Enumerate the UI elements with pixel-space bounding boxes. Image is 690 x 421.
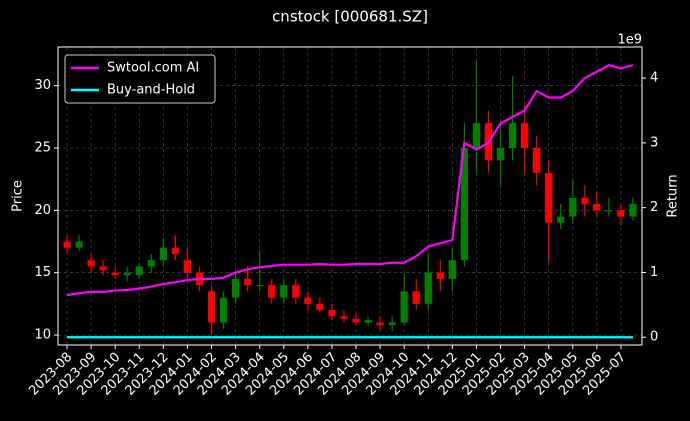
legend-label: Swtool.com AI bbox=[107, 61, 199, 76]
y-tick-label: 30 bbox=[34, 78, 51, 93]
candle-body bbox=[75, 241, 83, 248]
y2-tick-label: 1 bbox=[650, 265, 658, 280]
candle-body bbox=[87, 260, 95, 267]
candle-body bbox=[183, 260, 192, 273]
y-axis-label: Price bbox=[11, 180, 26, 212]
y-tick-label: 25 bbox=[34, 140, 51, 155]
candle-body bbox=[376, 322, 384, 326]
y2-axis-label: Return bbox=[666, 174, 681, 217]
candle-body bbox=[557, 216, 565, 223]
y2-offset-label: 1e9 bbox=[617, 33, 642, 48]
candle-body bbox=[472, 123, 481, 148]
y-tick-label: 10 bbox=[34, 328, 51, 343]
candle-body bbox=[412, 291, 420, 304]
plot-frame bbox=[57, 46, 643, 346]
candle-body bbox=[545, 172, 553, 223]
candle-body bbox=[63, 241, 71, 248]
y2-tick-label: 0 bbox=[650, 330, 658, 345]
y2-tick-label: 2 bbox=[650, 200, 658, 215]
candle-body bbox=[123, 272, 131, 276]
candle-body bbox=[569, 197, 577, 217]
candle-body bbox=[340, 316, 348, 319]
y2-tick-label: 4 bbox=[650, 71, 658, 86]
candle-body bbox=[617, 210, 625, 217]
candle-body bbox=[629, 204, 637, 217]
candle-body bbox=[292, 285, 300, 298]
candle-body bbox=[388, 322, 396, 326]
return-line bbox=[66, 63, 634, 297]
candle-body bbox=[520, 123, 529, 148]
candle-body bbox=[171, 247, 180, 254]
candle-body bbox=[605, 210, 613, 212]
candle-body bbox=[508, 123, 517, 148]
candle-body bbox=[364, 320, 372, 323]
chart-title: cnstock [000681.SZ] bbox=[272, 8, 428, 26]
candle-body bbox=[400, 291, 408, 323]
y-tick-label: 15 bbox=[34, 265, 51, 280]
candle-body bbox=[352, 318, 360, 323]
candle-body bbox=[496, 147, 505, 161]
candle-body bbox=[593, 204, 601, 211]
candle-body bbox=[231, 278, 240, 298]
candle-body bbox=[460, 147, 469, 261]
candle-body bbox=[111, 272, 119, 276]
candle-body bbox=[99, 266, 107, 271]
legend-box bbox=[64, 54, 216, 104]
candle-body bbox=[316, 303, 324, 311]
candle-body bbox=[256, 285, 264, 287]
candle-body bbox=[304, 297, 312, 304]
candle-body bbox=[280, 285, 288, 298]
candle-body bbox=[328, 310, 336, 317]
y2-tick-label: 3 bbox=[650, 135, 658, 150]
candle-body bbox=[533, 147, 541, 173]
candle-body bbox=[424, 272, 432, 304]
candle-body bbox=[207, 291, 216, 323]
y-tick-label: 20 bbox=[34, 203, 51, 218]
candle-body bbox=[219, 297, 228, 323]
candle-body bbox=[268, 285, 276, 298]
candle-body bbox=[581, 197, 589, 205]
candle-body bbox=[436, 272, 444, 279]
candle-body bbox=[448, 260, 456, 279]
legend-label: Buy-and-Hold bbox=[107, 83, 195, 98]
candle-body bbox=[147, 260, 155, 267]
candle-body bbox=[244, 278, 252, 286]
candle-body bbox=[159, 247, 167, 261]
candle-body bbox=[135, 266, 143, 276]
